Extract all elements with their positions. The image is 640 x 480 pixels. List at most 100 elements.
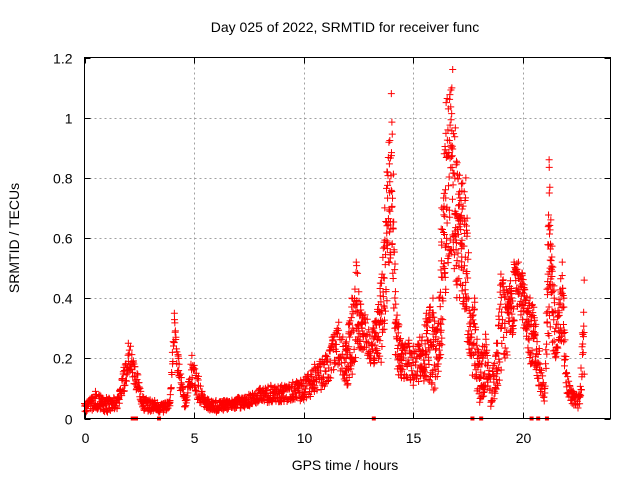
data-point (371, 328, 379, 336)
data-point (313, 378, 321, 386)
data-point (388, 187, 396, 195)
data-point (333, 347, 341, 355)
data-point (447, 103, 455, 111)
data-point (452, 157, 460, 165)
data-point (562, 353, 570, 361)
data-point (368, 342, 376, 350)
data-point (356, 344, 364, 352)
data-point (436, 303, 444, 311)
data-point (388, 130, 396, 138)
data-point (306, 393, 314, 401)
data-point (223, 405, 231, 413)
data-point (341, 339, 349, 347)
data-point (546, 183, 554, 191)
data-point (364, 339, 372, 347)
data-point (438, 334, 446, 342)
data-point (468, 352, 476, 360)
data-point (399, 354, 407, 362)
data-point (525, 336, 533, 344)
data-point (346, 317, 354, 325)
data-point (346, 330, 354, 338)
data-point (445, 137, 453, 145)
data-point (363, 315, 371, 323)
data-point (464, 255, 472, 263)
data-point (374, 333, 382, 341)
data-point (459, 179, 467, 187)
data-point (497, 270, 505, 278)
data-point (184, 389, 192, 397)
data-point (125, 346, 133, 354)
data-point (348, 370, 356, 378)
data-point (388, 202, 396, 210)
x-tick-label: 15 (406, 430, 422, 446)
data-point (335, 326, 343, 334)
data-point (404, 356, 412, 364)
data-point (177, 370, 185, 378)
data-point (520, 285, 528, 293)
data-point (371, 341, 379, 349)
data-point (457, 211, 465, 219)
data-point (442, 99, 450, 107)
data-point (194, 372, 202, 380)
data-point (172, 333, 180, 341)
data-point (171, 327, 179, 335)
data-point (509, 325, 517, 333)
data-point (350, 345, 358, 353)
data-point (548, 242, 556, 250)
data-point (168, 371, 176, 379)
data-point (323, 378, 331, 386)
data-point (580, 276, 588, 284)
data-point (96, 405, 104, 413)
data-point (133, 370, 141, 378)
data-point (385, 160, 393, 168)
data-point (135, 383, 143, 391)
data-point (549, 309, 557, 317)
data-point (548, 267, 556, 275)
data-point (245, 390, 253, 398)
data-point (102, 393, 110, 401)
data-point (577, 364, 585, 372)
data-point (545, 163, 553, 171)
data-point (352, 268, 360, 276)
data-point (327, 374, 335, 382)
data-point (316, 360, 324, 368)
data-point (351, 285, 359, 293)
data-point (403, 361, 411, 369)
data-point (494, 381, 502, 389)
data-point (479, 342, 487, 350)
data-point (480, 392, 488, 400)
data-point (470, 305, 478, 313)
data-point (391, 260, 399, 268)
data-point (549, 263, 557, 271)
data-point (458, 236, 466, 244)
data-point (493, 339, 501, 347)
data-point (472, 341, 480, 349)
data-point (496, 358, 504, 366)
data-point (575, 393, 583, 401)
data-point (120, 387, 128, 395)
y-tick-label: 0.6 (53, 231, 73, 247)
data-point (380, 274, 388, 282)
data-point (175, 354, 183, 362)
data-point (439, 297, 447, 305)
data-point (390, 218, 398, 226)
data-point (355, 288, 363, 296)
data-point (167, 384, 175, 392)
data-point (505, 318, 513, 326)
data-point (120, 363, 128, 371)
data-point (556, 299, 564, 307)
data-point (441, 269, 449, 277)
data-point (394, 345, 402, 353)
data-point (459, 202, 467, 210)
data-point (576, 382, 584, 390)
data-point (91, 387, 99, 395)
data-point (526, 294, 534, 302)
data-point (546, 323, 554, 331)
data-point (431, 384, 439, 392)
data-point (461, 290, 469, 298)
data-point (438, 204, 446, 212)
data-point (552, 324, 560, 332)
data-point (497, 366, 505, 374)
y-tick-label: 1 (65, 111, 73, 127)
data-point (325, 373, 333, 381)
